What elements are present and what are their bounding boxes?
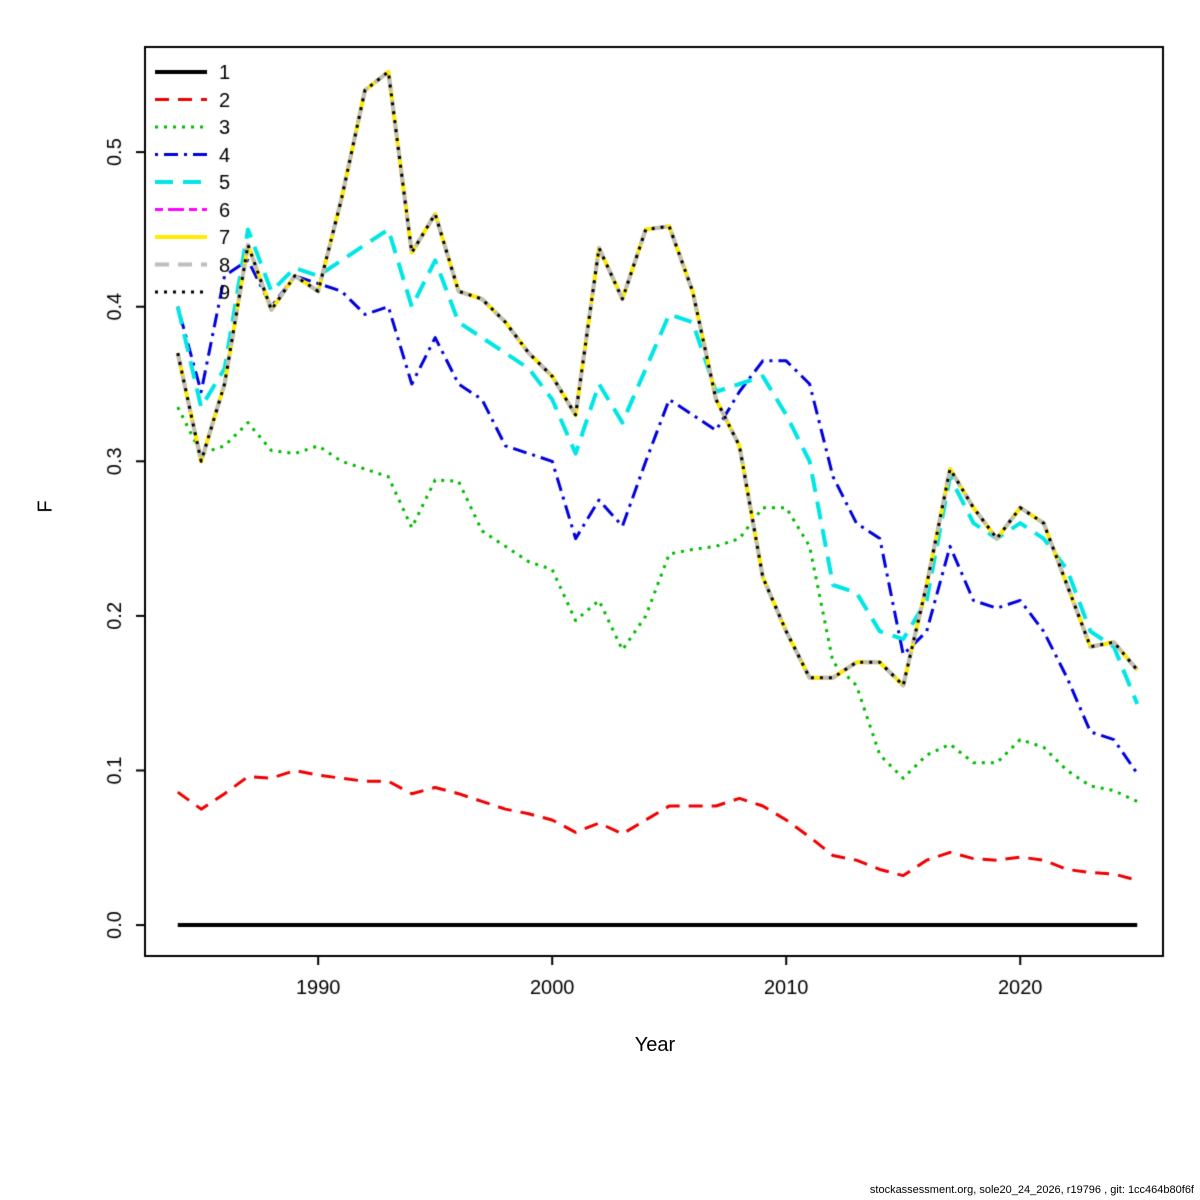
footer-provenance-text: stockassessment.org, sole20_24_2026, r19… [869, 1184, 1194, 1196]
x-axis-title: Year [634, 1034, 676, 1056]
y-axis-title: F [34, 500, 57, 513]
